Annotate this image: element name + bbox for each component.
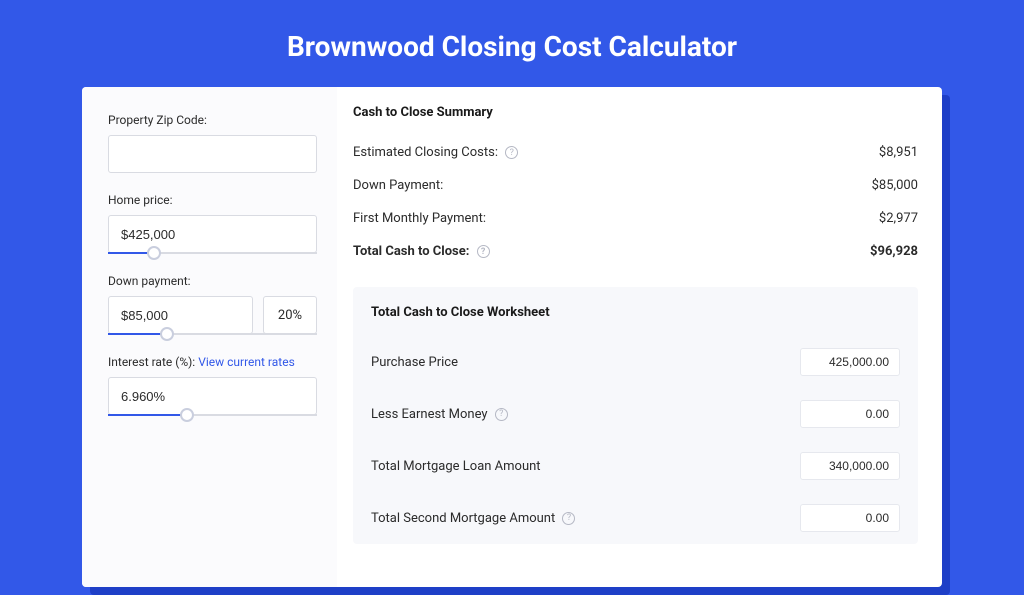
worksheet-block: Total Cash to Close Worksheet Purchase P… [353,287,918,544]
summary-total-value: $96,928 [870,244,918,259]
zip-field-group: Property Zip Code: [108,113,317,173]
worksheet-label: Purchase Price [371,355,458,370]
summary-label: Down Payment: [353,178,443,193]
worksheet-row-earnest: Less Earnest Money ? [371,388,900,440]
worksheet-input-earnest[interactable] [800,400,900,428]
results-panel: Cash to Close Summary Estimated Closing … [337,87,942,587]
rate-slider-fill [108,414,187,416]
inputs-panel: Property Zip Code: Home price: Down paym… [82,87,337,587]
summary-row-monthly: First Monthly Payment: $2,977 [353,202,918,235]
worksheet-label: Total Mortgage Loan Amount [371,459,541,474]
calculator-card: Property Zip Code: Home price: Down paym… [82,87,942,587]
summary-total-label: Total Cash to Close: [353,244,469,259]
summary-row-total: Total Cash to Close: ? $96,928 [353,235,918,268]
price-slider-thumb[interactable] [147,246,161,260]
worksheet-label: Total Second Mortgage Amount [371,511,555,526]
price-input[interactable] [108,215,317,253]
worksheet-input-purchase[interactable] [800,348,900,376]
price-field-group: Home price: [108,193,317,254]
down-pct-display: 20% [263,296,317,334]
worksheet-input-second[interactable] [800,504,900,532]
view-rates-link[interactable]: View current rates [198,355,295,369]
worksheet-row-second: Total Second Mortgage Amount ? [371,492,900,544]
down-slider[interactable] [108,333,317,335]
zip-input[interactable] [108,135,317,173]
help-icon[interactable]: ? [505,146,518,159]
summary-row-closing: Estimated Closing Costs: ? $8,951 [353,136,918,169]
rate-label: Interest rate (%): [108,355,198,369]
summary-block: Cash to Close Summary Estimated Closing … [353,105,918,277]
summary-title: Cash to Close Summary [353,105,918,120]
summary-value: $2,977 [879,211,918,226]
down-label: Down payment: [108,274,317,288]
down-slider-fill [108,333,167,335]
summary-value: $85,000 [872,178,918,193]
down-field-group: Down payment: 20% [108,274,317,335]
summary-label: Estimated Closing Costs: [353,145,498,160]
summary-label: First Monthly Payment: [353,211,486,226]
summary-row-down: Down Payment: $85,000 [353,169,918,202]
down-slider-thumb[interactable] [160,327,174,341]
zip-label: Property Zip Code: [108,113,317,127]
help-icon[interactable]: ? [477,245,490,258]
rate-slider-thumb[interactable] [180,408,194,422]
rate-slider[interactable] [108,414,317,416]
card-container: Property Zip Code: Home price: Down paym… [82,87,942,587]
worksheet-row-loan: Total Mortgage Loan Amount [371,440,900,492]
help-icon[interactable]: ? [562,512,575,525]
worksheet-row-purchase: Purchase Price [371,336,900,388]
help-icon[interactable]: ? [495,408,508,421]
rate-label-row: Interest rate (%): View current rates [108,355,317,369]
price-slider[interactable] [108,252,317,254]
worksheet-input-loan[interactable] [800,452,900,480]
summary-value: $8,951 [879,145,918,160]
price-label: Home price: [108,193,317,207]
worksheet-label: Less Earnest Money [371,407,488,422]
worksheet-title: Total Cash to Close Worksheet [371,305,900,320]
down-input[interactable] [108,296,253,334]
rate-input[interactable] [108,377,317,415]
rate-field-group: Interest rate (%): View current rates [108,355,317,416]
page-title: Brownwood Closing Cost Calculator [0,0,1024,87]
